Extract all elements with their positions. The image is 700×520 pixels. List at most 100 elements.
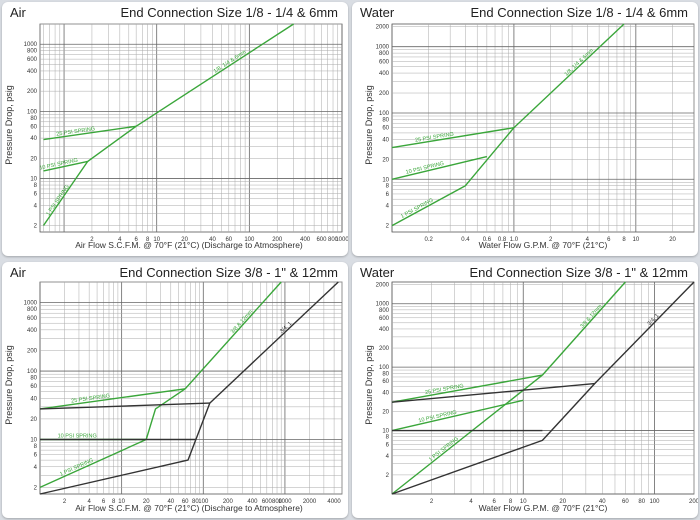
- y-tick-label: 4: [386, 454, 390, 460]
- x-axis-label: Air Flow S.C.F.M. @ 70°F (21°C) (Dischar…: [75, 240, 303, 250]
- y-tick-label: 1000: [376, 302, 390, 308]
- x-tick-label: 4: [469, 499, 473, 505]
- y-tick-label: 40: [382, 390, 389, 396]
- x-tick-label: 2: [90, 237, 94, 243]
- y-tick-label: 400: [379, 71, 390, 77]
- chart-panel-water-large: 2 4 6 8 10 20 40 60 80 100 200 2 4 6 8 10 20 40 60 80 100 200…: [352, 262, 698, 518]
- y-tick-label: 600: [27, 57, 38, 63]
- series-line: [391, 281, 695, 495]
- x-tick-label: 0.2: [425, 237, 434, 243]
- x-tick-label: 20: [143, 499, 150, 505]
- x-axis-label: Water Flow G.P.M. @ 70°F (21°C): [478, 240, 608, 250]
- chart-medium: Water: [360, 265, 395, 280]
- chart-panel-water-small: 0.2 0.4 0.6 0.8 1.0 2 4 6 8 10 20 2 4 6 8 10 20 40 60 80 100…: [352, 2, 698, 256]
- y-tick-label: 2: [34, 485, 38, 491]
- x-tick-label: 400: [247, 499, 258, 505]
- chart-water-large: 2 4 6 8 10 20 40 60 80 100 20024681020406080100200…: [376, 281, 698, 505]
- x-tick-label: 10: [632, 237, 639, 243]
- y-axis-label: Pressure Drop, psig: [4, 85, 14, 165]
- y-tick-label: 20: [382, 157, 389, 163]
- y-tick-label: 400: [27, 69, 38, 75]
- y-tick-label: 60: [382, 379, 389, 385]
- y-tick-label: 1000: [376, 45, 390, 51]
- x-tick-label: 4: [586, 237, 590, 243]
- y-tick-label: 10: [382, 429, 389, 435]
- series-line: [39, 388, 186, 489]
- x-tick-label: 40: [599, 499, 606, 505]
- y-tick-label: 800: [27, 307, 38, 313]
- x-tick-label: 0.6: [483, 237, 492, 243]
- series-line: [39, 402, 210, 410]
- x-tick-label: 6: [492, 499, 496, 505]
- y-tick-label: 8: [34, 444, 38, 450]
- series-line: [391, 382, 595, 403]
- x-tick-label: 60: [225, 237, 232, 243]
- y-tick-label: 20: [30, 156, 37, 162]
- series-label: 25 PSI SPRING: [71, 393, 111, 404]
- series-line: [39, 281, 339, 495]
- series-line: [391, 155, 488, 180]
- x-tick-label: 4000: [327, 499, 341, 505]
- y-tick-label: 60: [30, 384, 37, 390]
- chart-title: End Connection Size 3/8 - 1" & 12mm: [469, 265, 688, 280]
- x-tick-label: 2: [549, 237, 553, 243]
- plot-frame: [391, 23, 695, 233]
- x-tick-label: 800: [328, 237, 339, 243]
- x-tick-label: 200: [689, 499, 698, 505]
- x-axis-label: Water Flow G.P.M. @ 70°F (21°C): [478, 503, 608, 513]
- x-tick-label: 200: [223, 499, 234, 505]
- x-tick-label: 100: [244, 237, 255, 243]
- y-tick-label: 100: [379, 111, 390, 117]
- x-tick-label: 60: [182, 499, 189, 505]
- y-tick-label: 100: [27, 369, 38, 375]
- y-tick-label: 10: [30, 177, 37, 183]
- y-tick-label: 6: [34, 191, 38, 197]
- x-tick-label: 6: [134, 237, 138, 243]
- y-tick-label: 10: [30, 438, 37, 444]
- y-tick-label: 8: [386, 184, 390, 190]
- series-line: [135, 23, 294, 127]
- y-tick-label: 2000: [376, 25, 390, 31]
- y-tick-label: 4: [34, 465, 38, 471]
- x-tick-label: 60: [622, 499, 629, 505]
- x-tick-label: 2: [430, 499, 434, 505]
- x-tick-label: 4: [87, 499, 91, 505]
- x-tick-label: 20: [559, 499, 566, 505]
- chart-title: End Connection Size 1/8 - 1/4 & 6mm: [120, 5, 338, 20]
- chart-panel-air-small: 2 4 6 8 10 20 40 60 100 200 400 600 800 1000 2 4 6 8 10 20 4…: [2, 2, 348, 256]
- y-tick-label: 2: [386, 473, 390, 479]
- y-tick-label: 200: [27, 89, 38, 95]
- series-line: [391, 374, 543, 403]
- chart-title: End Connection Size 1/8 - 1/4 & 6mm: [470, 5, 688, 20]
- y-tick-label: 800: [379, 51, 390, 57]
- x-tick-label: 1000: [278, 499, 292, 505]
- x-tick-label: 40: [209, 237, 216, 243]
- x-tick-label: 2000: [303, 499, 317, 505]
- series-label: 25 PSI SPRING: [56, 126, 96, 138]
- y-tick-label: 400: [379, 327, 390, 333]
- x-tick-label: 800: [272, 499, 283, 505]
- y-tick-label: 600: [379, 59, 390, 65]
- x-tick-label: 100: [198, 499, 209, 505]
- y-tick-label: 10: [382, 177, 389, 183]
- x-tick-label: 80: [638, 499, 645, 505]
- series-line: [184, 281, 282, 390]
- x-tick-label: 2: [63, 499, 67, 505]
- x-tick-label: 10: [153, 237, 160, 243]
- y-tick-label: 60: [30, 124, 37, 130]
- x-tick-label: 0.8: [498, 237, 507, 243]
- y-tick-label: 2000: [376, 283, 390, 289]
- x-tick-label: 80: [192, 499, 199, 505]
- series-line: [391, 374, 543, 495]
- chart-title: End Connection Size 3/8 - 1" & 12mm: [119, 265, 338, 280]
- y-tick-label: 80: [30, 376, 37, 382]
- plot-frame: [39, 281, 343, 495]
- x-tick-label: 20: [669, 237, 676, 243]
- series-line: [42, 161, 89, 226]
- y-tick-label: 2: [386, 224, 390, 230]
- y-tick-label: 100: [27, 109, 38, 115]
- x-tick-label: 6: [102, 499, 106, 505]
- x-tick-label: 600: [316, 237, 327, 243]
- x-tick-label: 600: [262, 499, 273, 505]
